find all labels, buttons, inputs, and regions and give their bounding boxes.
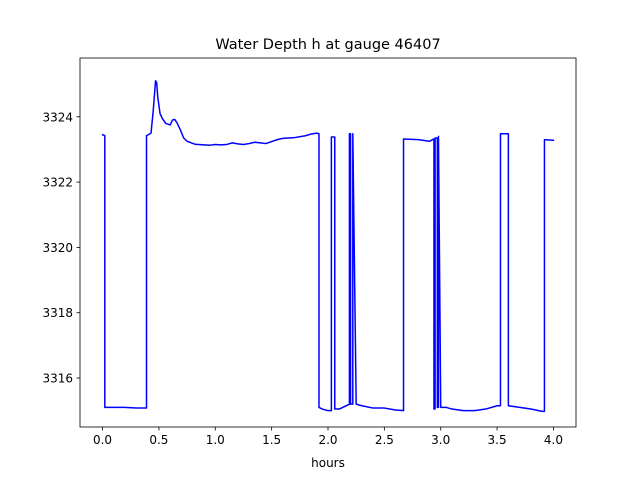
x-tick-label: 2.0 (318, 433, 337, 447)
series-line (101, 80, 555, 413)
x-tick-label: 2.5 (375, 433, 394, 447)
y-tick-label: 3320 (42, 241, 73, 255)
y-axis-ticks: 3316 3318 3320 3322 3324 (42, 110, 80, 386)
x-axis-label: hours (311, 456, 345, 470)
x-tick-label: 1.5 (262, 433, 281, 447)
chart-title: Water Depth h at gauge 46407 (215, 37, 440, 53)
plot-area-frame (79, 57, 577, 428)
x-tick-label: 0.0 (93, 433, 112, 447)
x-axis-ticks: 0.0 0.5 1.0 1.5 2.0 2.5 3.0 3.5 4.0 (93, 427, 563, 447)
x-tick-label: 1.0 (206, 433, 225, 447)
y-tick-label: 3324 (42, 110, 73, 124)
y-tick-label: 3318 (42, 306, 73, 320)
x-tick-label: 3.5 (488, 433, 507, 447)
x-tick-label: 4.0 (544, 433, 563, 447)
x-tick-label: 0.5 (149, 433, 168, 447)
y-tick-label: 3322 (42, 176, 73, 190)
x-tick-label: 3.0 (431, 433, 450, 447)
y-tick-label: 3316 (42, 372, 73, 386)
